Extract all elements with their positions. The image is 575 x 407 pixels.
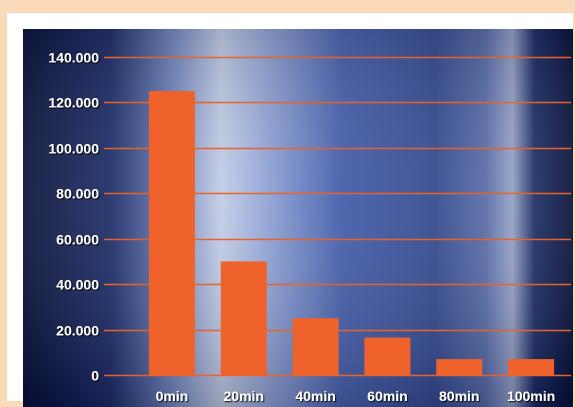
x-tick-label: 80min (439, 388, 479, 404)
y-tick-label: 0 (91, 368, 99, 384)
x-tick-label: 20min (224, 388, 264, 404)
x-tick-label: 0min (156, 388, 189, 404)
bar (148, 91, 195, 376)
y-tick-label: 60.000 (56, 232, 99, 248)
x-tick-label: 60min (367, 388, 407, 404)
y-axis-tick-labels: 0 20.000 40.000 60.000 80.000 100.000 120.000 1… (48, 50, 99, 384)
bar (436, 359, 483, 375)
x-tick-label: 100min (507, 388, 555, 404)
y-tick-label: 80.000 (56, 186, 99, 202)
bar-chart: 0 20.000 40.000 60.000 80.000 100.000 120.000 1… (23, 29, 573, 407)
x-axis-tick-labels: 0min 20min 40min 60min 80min 100min (156, 388, 556, 404)
bars (148, 91, 555, 376)
y-tick-label: 40.000 (56, 277, 99, 293)
y-tick-label: 20.000 (56, 323, 99, 339)
y-tick-label: 120.000 (48, 95, 99, 111)
y-tick-label: 140.000 (48, 50, 99, 66)
bar (292, 318, 339, 375)
bar (508, 359, 555, 375)
y-tick-label: 100.000 (48, 141, 99, 157)
bar (364, 337, 411, 375)
bar (220, 261, 267, 375)
chart-frame: 0 20.000 40.000 60.000 80.000 100.000 120.000 1… (7, 13, 573, 407)
x-tick-label: 40min (295, 388, 335, 404)
